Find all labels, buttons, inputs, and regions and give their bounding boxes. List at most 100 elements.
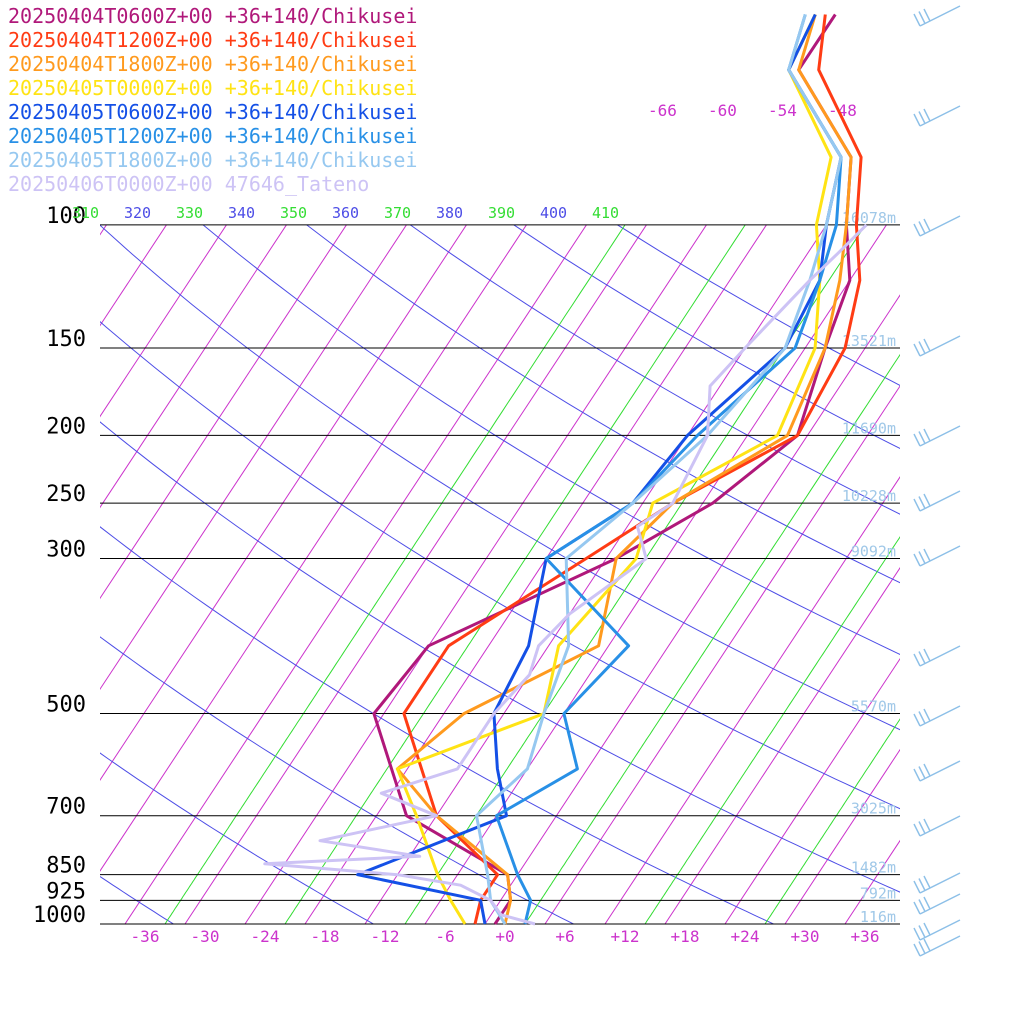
height-label: 16078m <box>842 209 896 227</box>
theta-label: 360 <box>332 204 359 222</box>
sounding-series-line <box>395 14 853 925</box>
height-label: 13521m <box>842 332 896 350</box>
temperature-tick-label: -6 <box>435 927 454 946</box>
dry-adiabat-line <box>100 636 574 924</box>
temperature-tick-label: -18 <box>311 927 340 946</box>
legend-entry: 20250405T0600Z+00 +36+140/Chikusei <box>8 100 418 124</box>
temperature-tick-label: +18 <box>671 927 700 946</box>
legend-entry: 20250405T1800Z+00 +36+140/Chikusei <box>8 148 418 172</box>
temperature-tick-label: +24 <box>731 927 760 946</box>
sounding-series-line <box>495 14 843 925</box>
height-label: 1482m <box>851 859 896 877</box>
temperature-tick-label: +12 <box>611 927 640 946</box>
isotherm-line <box>100 225 227 418</box>
isotherm-line <box>965 225 1024 924</box>
wind-barb <box>913 335 961 357</box>
theta-label: 330 <box>176 204 203 222</box>
dry-adiabat-line <box>513 225 900 450</box>
temperature-tick-label: +6 <box>555 927 574 946</box>
legend-entry: 20250405T0000Z+00 +36+140/Chikusei <box>8 76 418 100</box>
theta-labels: 310 320 330 340 350 360 370 380 390 400 410 <box>72 204 619 222</box>
dry-adiabat-line <box>100 875 174 924</box>
theta-label: 390 <box>488 204 515 222</box>
isotherm-top-label: -66 <box>648 101 677 120</box>
wind-barb <box>913 5 961 27</box>
dry-adiabat-line <box>617 225 900 386</box>
sounding-profiles <box>263 13 868 926</box>
wind-barb <box>913 872 961 894</box>
dry-adiabat-line <box>410 225 900 515</box>
pressure-tick-label: 500 <box>46 693 86 718</box>
isotherm-line <box>244 225 707 924</box>
moist-adiabat-line <box>284 225 746 924</box>
height-label: 11690m <box>842 419 896 437</box>
height-label: 3025m <box>851 800 896 818</box>
isotherm-line <box>484 294 900 924</box>
isotherm-line <box>724 657 900 924</box>
wind-barb <box>913 215 961 237</box>
isotherm-line <box>100 225 467 781</box>
pressure-tick-label: 250 <box>46 482 86 507</box>
temperature-tick-label: -24 <box>251 927 280 946</box>
legend-entry: 20250405T1200Z+00 +36+140/Chikusei <box>8 124 418 148</box>
sounding-series-line <box>402 14 863 925</box>
temperature-tick-label: -36 <box>131 927 160 946</box>
temperature-tick-label: +36 <box>851 927 880 946</box>
height-label: 5570m <box>851 698 896 716</box>
pressure-tick-label: 850 <box>46 854 86 879</box>
pressure-tick-label: 150 <box>46 327 86 352</box>
isotherm-top-label: -54 <box>768 101 797 120</box>
wind-barb <box>913 705 961 727</box>
isotherm-line <box>784 748 900 924</box>
height-label: 10228m <box>842 487 896 505</box>
theta-label: 410 <box>592 204 619 222</box>
isotherm-line <box>604 476 900 924</box>
height-labels: 16078m 13521m 11690m 10228m 9092m 5570m 3025m 1… <box>842 209 896 926</box>
temperature-tick-label: -30 <box>191 927 220 946</box>
pressure-tick-label: 1000 <box>33 903 86 928</box>
legend-entry: 20250406T0000Z+00 47646_Tateno <box>8 172 370 196</box>
isotherm-line <box>124 225 587 924</box>
legend-entry: 20250404T0600Z+00 +36+140/Chikusei <box>8 4 418 28</box>
legend-entry: 20250404T1800Z+00 +36+140/Chikusei <box>8 52 418 76</box>
isotherm-top-label: -60 <box>708 101 737 120</box>
sounding-series-line <box>356 13 843 925</box>
theta-label: 350 <box>280 204 307 222</box>
isotherm-line <box>544 385 900 924</box>
wind-barb <box>913 919 961 941</box>
temperature-tick-label: -12 <box>371 927 400 946</box>
isotherm-line <box>905 225 1024 924</box>
temperature-axis: -36 -30 -24 -18 -12 -6 +0 +6 +12 +18 +24 +30 +36 <box>131 927 880 946</box>
theta-label: 370 <box>384 204 411 222</box>
isotherm-top-labels: -66 -60 -54 -48 <box>648 101 857 120</box>
isotherm-line <box>100 225 347 600</box>
isotherm-line <box>100 225 527 872</box>
wind-barb <box>913 425 961 447</box>
pressure-tick-label: 300 <box>46 537 86 562</box>
theta-label: 400 <box>540 204 567 222</box>
theta-label: 320 <box>124 204 151 222</box>
isotherm-line <box>844 839 900 924</box>
height-label: 116m <box>860 908 896 926</box>
legend: 20250404T0600Z+00 +36+140/Chikusei 20250… <box>8 4 417 196</box>
height-label: 9092m <box>851 542 896 560</box>
sounding-series-line <box>372 13 853 925</box>
pressure-tick-label: 700 <box>46 795 86 820</box>
isotherm-line <box>304 225 767 924</box>
height-label: 792m <box>860 884 896 902</box>
isotherm-line <box>664 567 900 924</box>
pressure-tick-label: 100 <box>46 204 86 229</box>
dry-adiabat-line <box>100 421 900 893</box>
moist-adiabat-line <box>164 225 626 924</box>
isotherm-line <box>100 225 407 691</box>
wind-barb <box>913 893 961 915</box>
isotherm-line <box>100 225 287 509</box>
pressure-tick-label: 925 <box>46 879 86 904</box>
isotherm-line <box>184 225 647 924</box>
dry-adiabat-lines <box>100 225 900 924</box>
wind-barbs <box>913 5 961 957</box>
wind-barb <box>913 760 961 782</box>
sounding-series-line <box>475 14 843 925</box>
